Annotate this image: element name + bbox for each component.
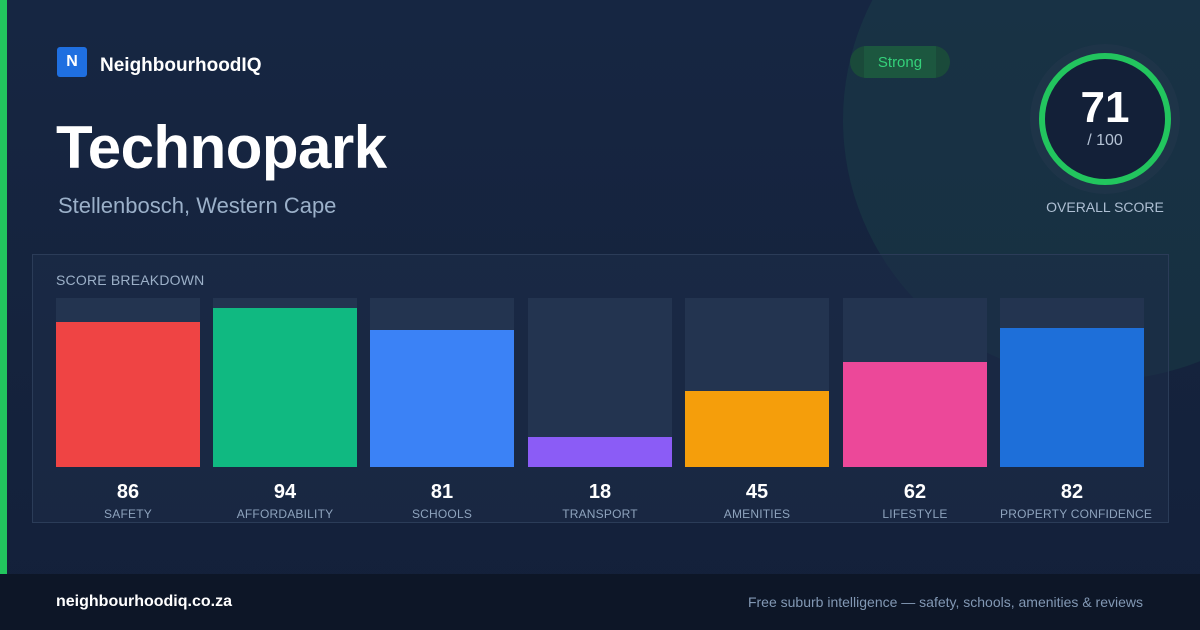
score-ring-inner (1041, 55, 1169, 183)
score-bar-track (56, 298, 200, 467)
score-bar-label: TRANSPORT (562, 507, 638, 521)
score-bar-value: 82 (1060, 481, 1084, 503)
score-bar-value: 45 (745, 481, 769, 503)
score-bar-column: 62 LIFESTYLE (843, 298, 987, 521)
score-bar-label: PROPERTY CONFIDENCE (1000, 507, 1153, 521)
footer: neighbourhoodiq.co.za Free suburb intell… (0, 574, 1200, 630)
score-bar-track (213, 298, 357, 467)
score-breakdown-title: SCORE BREAKDOWN (56, 272, 205, 288)
brand-logo-icon: N (57, 47, 87, 77)
score-ring-arc (1039, 53, 1171, 185)
location-title: Technopark (56, 114, 387, 181)
score-bar (685, 391, 829, 467)
score-bar-track (370, 298, 514, 467)
badge-highlight (864, 46, 936, 78)
score-bar (1000, 328, 1144, 467)
score-bar-column: 86 SAFETY (56, 298, 200, 521)
score-bar-column: 45 AMENITIES (685, 298, 829, 521)
score-bar-column: 82 PROPERTY CONFIDENCE (1000, 298, 1153, 521)
overall-score-value: 71 (1080, 83, 1130, 132)
score-bar (843, 362, 987, 467)
score-breakdown-panel: SCORE BREAKDOWN 86 SAFETY 94 AFFORDABILITY 8… (32, 254, 1169, 523)
brand-name: NeighbourhoodIQ (100, 55, 262, 76)
rating-badge-label: Strong (877, 53, 923, 71)
footer-tagline: Free suburb intelligence — safety, schoo… (747, 594, 1143, 610)
score-bar-label: AFFORDABILITY (236, 507, 334, 521)
score-bar-value: 62 (903, 481, 927, 503)
score-bar (56, 322, 200, 467)
score-bar-label: SAFETY (104, 507, 152, 521)
footer-url[interactable]: neighbourhoodiq.co.za (56, 593, 232, 610)
score-bar-column: 18 TRANSPORT (528, 298, 672, 521)
score-bar-track (843, 298, 987, 467)
score-bar-track (685, 298, 829, 467)
brand[interactable]: N NeighbourhoodIQ (57, 47, 261, 77)
score-bar (213, 308, 357, 467)
score-bar (528, 437, 672, 467)
score-bar-value: 86 (116, 481, 140, 503)
score-bar (370, 330, 514, 467)
score-bar-value: 94 (273, 481, 297, 503)
rating-badge: Strong (850, 46, 950, 78)
score-bar-track (1000, 298, 1144, 467)
score-bar-label: AMENITIES (723, 507, 791, 521)
overall-score-ring (1029, 43, 1181, 195)
location-subtitle: Stellenbosch, Western Cape (58, 193, 337, 218)
score-bar-track (528, 298, 672, 467)
score-bar-label: LIFESTYLE (882, 507, 948, 521)
score-bar-column: 94 AFFORDABILITY (213, 298, 357, 521)
overall-score-label: OVERALL SCORE (1046, 199, 1164, 215)
score-bar-value: 81 (430, 481, 454, 503)
overall-score-max: / 100 (1087, 132, 1123, 149)
score-bar-label: SCHOOLS (411, 507, 473, 521)
accent-strip (0, 0, 7, 574)
score-bar-column: 81 SCHOOLS (370, 298, 514, 521)
score-bar-value: 18 (588, 481, 612, 503)
